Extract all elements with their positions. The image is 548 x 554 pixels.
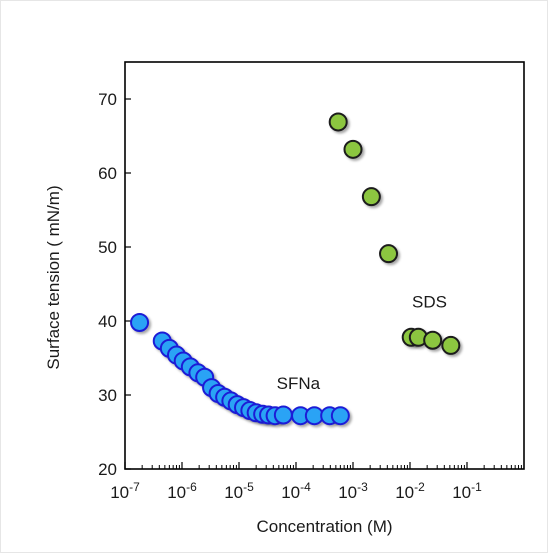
x-tick-label: 10-4 bbox=[281, 480, 311, 502]
y-axis-title: Surface tension ( mN/m) bbox=[44, 185, 63, 369]
y-tick-label: 30 bbox=[98, 386, 117, 405]
x-tick-label: 10-5 bbox=[224, 480, 254, 502]
sds-point bbox=[343, 139, 363, 159]
sds-point bbox=[379, 244, 399, 264]
sfna-point bbox=[273, 405, 293, 425]
annotation-sfna: SFNa bbox=[277, 374, 321, 393]
x-tick-label: 10-3 bbox=[338, 480, 368, 502]
annotation-sds: SDS bbox=[412, 293, 447, 312]
y-tick-label: 70 bbox=[98, 90, 117, 109]
x-tick-label: 10-6 bbox=[167, 480, 197, 502]
y-tick-label: 50 bbox=[98, 238, 117, 257]
plot-area-border bbox=[124, 61, 525, 470]
x-tick-label: 10-1 bbox=[452, 480, 482, 502]
x-tick-label: 10-2 bbox=[395, 480, 425, 502]
sds-point bbox=[423, 330, 443, 350]
y-tick-label: 60 bbox=[98, 164, 117, 183]
sds-point bbox=[328, 112, 348, 132]
sds-point bbox=[361, 187, 381, 207]
sds-point bbox=[441, 335, 461, 355]
x-tick-label: 10-7 bbox=[110, 480, 140, 502]
y-tick-label: 20 bbox=[98, 460, 117, 479]
sfna-point bbox=[130, 312, 150, 332]
sfna-point bbox=[330, 406, 350, 426]
x-axis-title: Concentration (M) bbox=[256, 517, 392, 536]
y-tick-label: 40 bbox=[98, 312, 117, 331]
